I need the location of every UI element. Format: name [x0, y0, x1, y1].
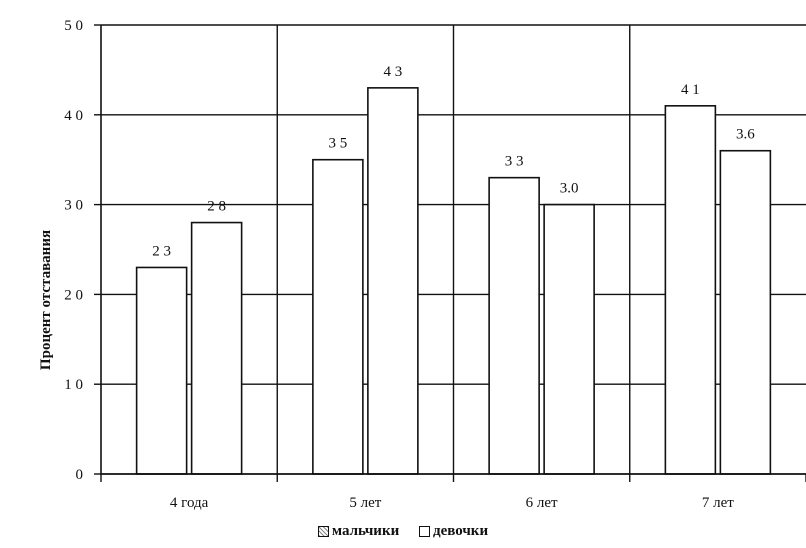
bar-girls	[544, 205, 594, 474]
bar-girls	[368, 88, 418, 474]
y-tick-label: 2 0	[64, 287, 83, 303]
legend-item-girls: девочки	[419, 523, 488, 540]
x-category-label: 7 лет	[702, 495, 734, 511]
data-label: 2 3	[152, 243, 171, 259]
y-tick-label: 3 0	[64, 198, 83, 214]
y-axis-ticks: 0 1 0 2 0 3 0 4 0 5 0	[64, 18, 101, 483]
y-tick-label: 4 0	[64, 108, 83, 124]
data-label: 4 1	[681, 82, 700, 98]
data-label: 3.6	[736, 127, 755, 143]
x-category-label: 4 года	[170, 495, 209, 511]
y-tick-label: 0	[76, 467, 84, 483]
bar-boys	[489, 178, 539, 474]
bar-boys	[137, 267, 187, 474]
y-tick-label: 5 0	[64, 18, 83, 34]
legend-swatch-girls-icon	[419, 526, 430, 537]
legend-label-boys: мальчики	[332, 523, 399, 540]
data-label: 2 8	[207, 199, 226, 215]
data-label: 3 3	[505, 154, 524, 170]
legend-item-boys: мальчики	[318, 523, 399, 540]
legend-swatch-boys-icon	[318, 526, 329, 537]
bar-boys	[313, 160, 363, 474]
y-axis-label: Процент отставания	[38, 230, 54, 370]
x-category-label: 5 лет	[349, 495, 381, 511]
bar-girls	[720, 151, 770, 474]
bar-chart: 0 1 0 2 0 3 0 4 0 5 0 2 3 2 8 3 5 4 3 3 3 3.0 4 1 3.…	[0, 0, 806, 520]
legend: мальчики девочки	[0, 523, 806, 542]
y-tick-label: 1 0	[64, 377, 83, 393]
x-axis: 4 года 5 лет 6 лет 7 лет	[101, 474, 806, 511]
data-label: 3.0	[560, 181, 579, 197]
x-category-label: 6 лет	[526, 495, 558, 511]
legend-label-girls: девочки	[433, 523, 488, 540]
data-label: 3 5	[329, 136, 348, 152]
data-label: 4 3	[384, 64, 403, 80]
bar-boys	[665, 106, 715, 474]
bar-girls	[192, 223, 242, 474]
